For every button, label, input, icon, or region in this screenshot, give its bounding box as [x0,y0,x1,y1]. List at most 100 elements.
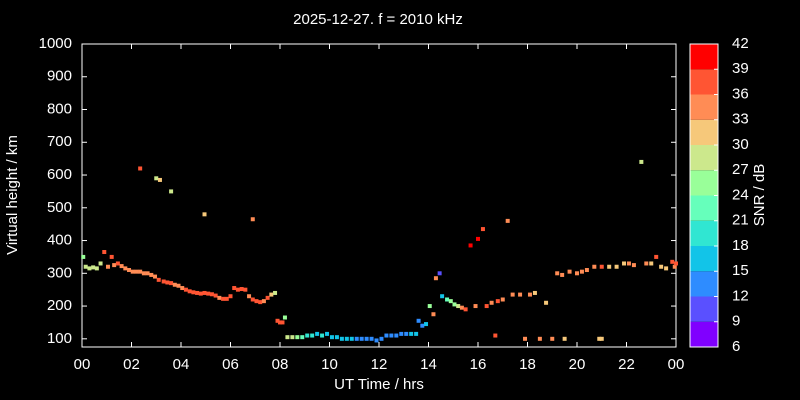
point [105,264,110,269]
point [91,265,96,270]
point [269,292,274,297]
point [172,282,177,287]
x-tick-label: 02 [123,356,140,373]
point [224,296,229,301]
point [674,261,678,266]
colorbar-tick-label: 9 [732,313,740,330]
point [523,336,528,341]
point [416,318,421,323]
point [235,287,240,292]
point [510,292,515,297]
point [282,315,287,320]
colorbar-bin [690,170,718,196]
x-tick-label: 18 [519,356,536,373]
point [180,286,185,291]
point [149,272,154,277]
point [427,304,432,309]
colorbar-bin [690,145,718,171]
point [109,254,114,259]
x-tick-label: 08 [272,356,289,373]
point [500,297,505,302]
point [157,177,162,182]
point [141,271,146,276]
point [187,289,192,294]
colorbar-tick-label: 42 [732,35,749,52]
point [424,322,429,327]
y-tick-label: 900 [47,68,72,85]
point [145,271,150,276]
x-tick-label: 00 [668,356,685,373]
point [579,269,584,274]
point [213,293,218,298]
plot-frame [81,43,677,348]
point [476,236,480,241]
colorbar-tick-label: 21 [732,212,749,229]
point [560,272,565,277]
point [273,290,278,295]
point [202,212,207,217]
point [134,269,139,274]
point [123,266,128,271]
point [102,250,107,255]
x-tick-label: 06 [222,356,239,373]
point [505,218,510,223]
point [384,333,389,338]
point [349,336,354,341]
point [537,336,542,341]
point [354,336,359,341]
point [649,261,654,266]
point [527,292,532,297]
point [265,295,270,300]
point [468,243,473,248]
colorbar-tick-label: 12 [732,287,749,304]
point [209,292,214,297]
x-tick-label: 10 [321,356,338,373]
point [480,227,485,232]
point [243,287,248,292]
y-axis-label: Virtual height / km [4,135,21,255]
point [431,312,436,317]
point [254,299,259,304]
point [532,290,537,295]
chart-title: 2025-12-27. f = 2010 kHz [293,11,463,28]
point [599,264,604,269]
point [622,261,627,266]
point [484,304,489,309]
point [138,269,143,274]
y-tick-label: 400 [47,232,72,249]
point [87,266,92,271]
point [389,333,394,338]
point [250,297,255,302]
point [575,271,579,276]
colorbar-bin [690,94,718,120]
y-tick-label: 1000 [39,35,72,52]
point [305,333,310,338]
colorbar-tick-label: 6 [732,338,740,355]
point [374,338,379,343]
point [440,294,445,299]
point [115,261,120,266]
point [81,254,86,259]
point [198,291,203,296]
y-tick-label: 600 [47,166,72,183]
point [654,254,659,259]
point [344,336,349,341]
colorbar-label: SNR / dB [751,164,768,227]
point [495,299,500,304]
y-tick-label: 800 [47,100,72,117]
point [195,290,200,295]
point [232,286,237,291]
x-tick-label: 04 [173,356,190,373]
point [127,268,132,273]
x-tick-label: 12 [371,356,388,373]
point [247,294,252,299]
point [275,318,280,323]
point [473,304,478,309]
point [659,264,664,269]
y-tick-label: 100 [47,330,72,347]
point [169,281,174,286]
point [310,333,315,338]
point [320,333,325,338]
